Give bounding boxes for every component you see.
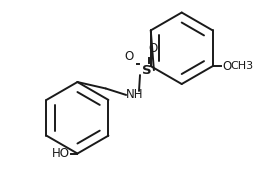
- Text: O: O: [148, 42, 157, 55]
- Text: NH: NH: [126, 88, 143, 101]
- Text: S: S: [142, 64, 152, 77]
- Text: O: O: [222, 60, 232, 73]
- Text: CH3: CH3: [231, 61, 254, 71]
- Text: HO: HO: [52, 147, 69, 160]
- Text: O: O: [125, 50, 134, 63]
